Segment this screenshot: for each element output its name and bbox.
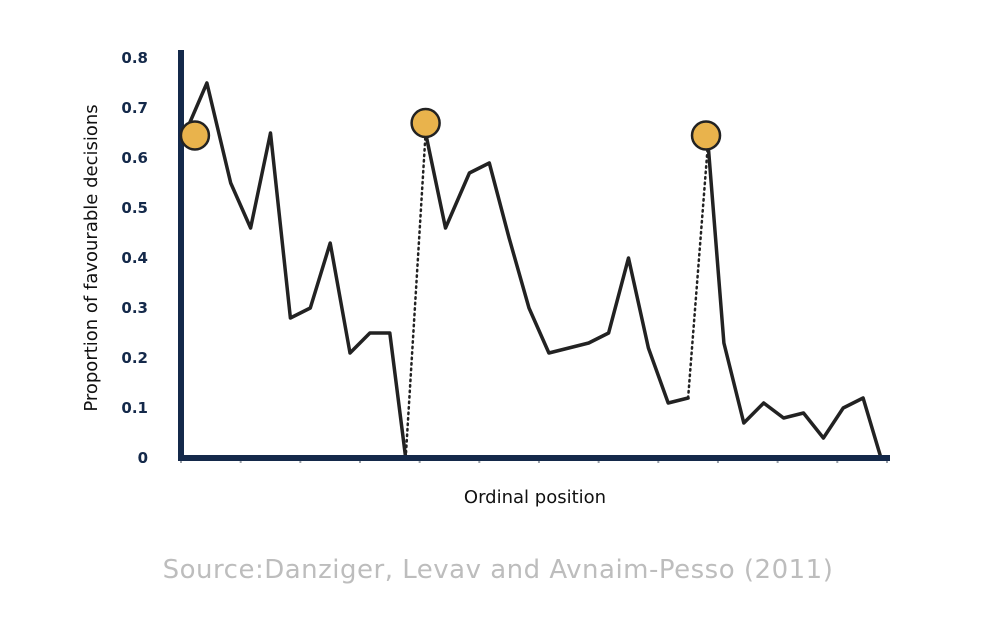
y-axis-title: Proportion of favourable decisions [81,104,102,411]
y-tick-label: 0.8 [121,49,148,67]
break-marker [690,120,722,151]
series-lines [179,81,883,460]
y-tick-label: 0.3 [121,299,148,317]
y-tick-label: 0.6 [121,149,148,167]
series-line-segment [706,141,883,460]
series-line-segment [423,131,690,405]
series-line-segment [179,81,408,460]
y-tick-label: 0.7 [121,99,148,117]
series-gap-dotted [404,131,427,460]
break-marker [410,107,441,139]
series-gap-dotted [686,141,710,400]
line-chart: 0 0.1 0.2 0.3 0.4 0.5 0.6 0.7 0.8 Ordinal positi… [81,49,890,508]
y-tick-label: 0.5 [121,199,148,217]
break-marker [179,120,211,151]
y-tick-label: 0.1 [121,399,148,417]
y-tick-labels: 0 0.1 0.2 0.3 0.4 0.5 0.6 0.7 0.8 [121,49,148,467]
y-tick-label: 0 [138,449,148,467]
x-axis-title: Ordinal position [464,487,606,508]
source-caption: Source:Danziger, Levav and Avnaim-Pesso … [162,555,834,585]
y-tick-label: 0.2 [121,349,148,367]
break-markers [179,107,722,151]
y-tick-label: 0.4 [121,249,148,267]
